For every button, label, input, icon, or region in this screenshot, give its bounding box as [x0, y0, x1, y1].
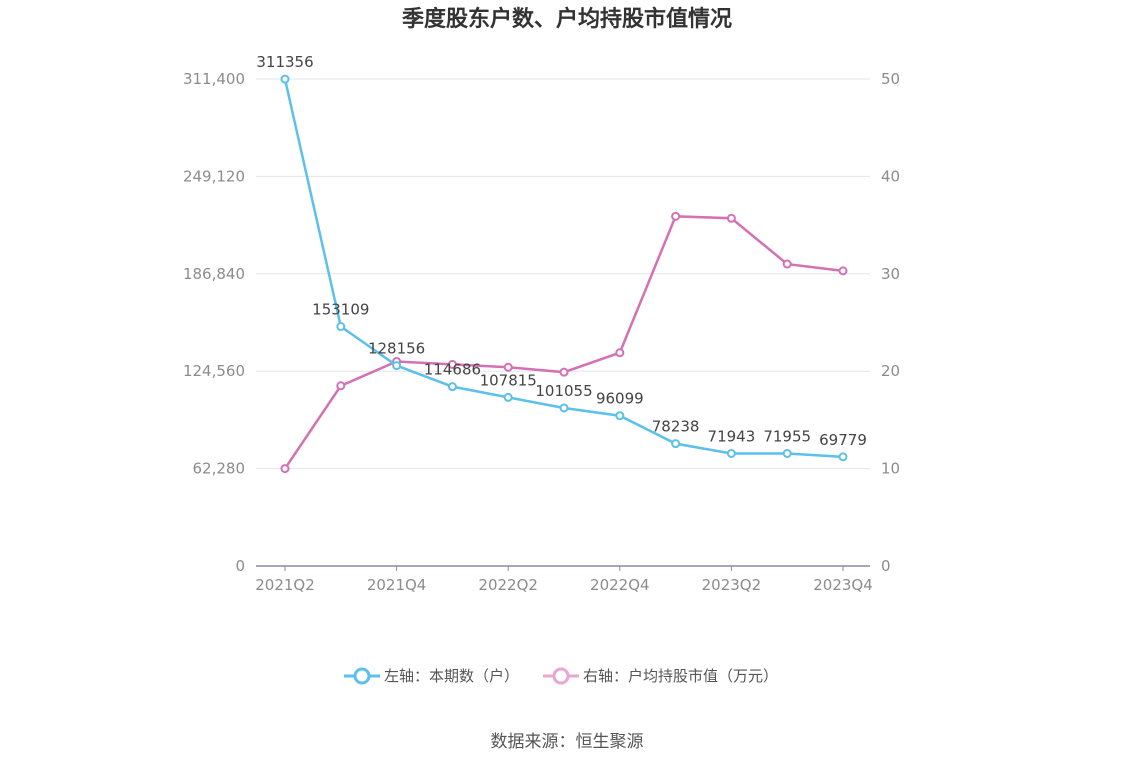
- data-label: 153109: [312, 301, 369, 319]
- series-line-left: [283, 78, 844, 459]
- x-tick-label: 2023Q2: [702, 576, 762, 594]
- x-tick-label: 2021Q4: [367, 576, 427, 594]
- data-label: 107815: [480, 371, 537, 389]
- data-point-right[interactable]: [280, 464, 290, 474]
- y-left-tick-label: 311,400: [183, 70, 245, 88]
- data-point-left[interactable]: [392, 361, 402, 371]
- data-point-right[interactable]: [336, 381, 346, 391]
- y-right-tick-label: 30: [881, 265, 900, 283]
- data-point-right[interactable]: [615, 348, 625, 358]
- chart-title: 季度股东户数、户均持股市值情况: [402, 6, 732, 32]
- legend-marker-left: [353, 667, 371, 685]
- y-left-tick-label: 124,560: [183, 362, 245, 380]
- data-label: 71943: [708, 427, 756, 445]
- data-point-left[interactable]: [559, 403, 569, 413]
- y-left-tick-label: 0: [235, 557, 245, 575]
- data-label: 78238: [652, 418, 700, 436]
- data-point-left[interactable]: [782, 448, 792, 458]
- grid: [256, 78, 870, 470]
- legend-item-left[interactable]: 左轴：本期数（户）: [344, 667, 519, 685]
- legend[interactable]: 左轴：本期数（户） 右轴：户均持股市值（万元）: [344, 667, 778, 685]
- x-tick-label: 2021Q2: [255, 576, 315, 594]
- data-point-right[interactable]: [838, 266, 848, 276]
- legend-marker-right: [552, 667, 570, 685]
- source-note: 数据来源：恒生聚源: [491, 732, 644, 752]
- data-label: 311356: [256, 53, 313, 71]
- y-left-tick-label: 249,120: [183, 167, 245, 185]
- y-right-tick-label: 0: [881, 557, 891, 575]
- x-tick-label: 2022Q2: [478, 576, 538, 594]
- x-tick-label: 2023Q4: [813, 576, 873, 594]
- data-point-right[interactable]: [503, 362, 513, 372]
- data-label: 71955: [763, 427, 811, 445]
- y-left-tick-label: 186,840: [183, 265, 245, 283]
- data-label: 114686: [424, 361, 481, 379]
- y-right-tick-label: 20: [881, 362, 900, 380]
- data-label: 101055: [535, 382, 592, 400]
- data-point-right[interactable]: [559, 367, 569, 377]
- data-point-left[interactable]: [838, 452, 848, 462]
- data-point-left[interactable]: [503, 392, 513, 402]
- data-point-left[interactable]: [280, 74, 290, 84]
- y-right-tick-label: 10: [881, 460, 900, 478]
- legend-item-right[interactable]: 右轴：户均持股市值（万元）: [543, 667, 778, 685]
- data-point-right[interactable]: [447, 359, 457, 369]
- data-label: 69779: [819, 431, 867, 449]
- data-point-right[interactable]: [671, 211, 681, 221]
- x-tick-label: 2022Q4: [590, 576, 650, 594]
- data-point-right[interactable]: [726, 213, 736, 223]
- data-label: 96099: [596, 390, 644, 408]
- y-left-tick-label: 62,280: [193, 460, 246, 478]
- data-point-left[interactable]: [671, 439, 681, 449]
- axes: 0 0 62,280 10 124,560 20 186,840 30 249,120 40 311…: [183, 70, 900, 594]
- data-point-left[interactable]: [726, 448, 736, 458]
- data-point-left[interactable]: [336, 322, 346, 332]
- data-label: 128156: [368, 340, 425, 358]
- y-right-tick-label: 50: [881, 70, 900, 88]
- data-point-left[interactable]: [615, 411, 625, 421]
- legend-label-right: 右轴：户均持股市值（万元）: [583, 667, 778, 685]
- data-point-left[interactable]: [447, 382, 457, 392]
- data-point-right[interactable]: [782, 259, 792, 269]
- y-right-tick-label: 40: [881, 167, 900, 185]
- legend-label-left: 左轴：本期数（户）: [384, 667, 519, 685]
